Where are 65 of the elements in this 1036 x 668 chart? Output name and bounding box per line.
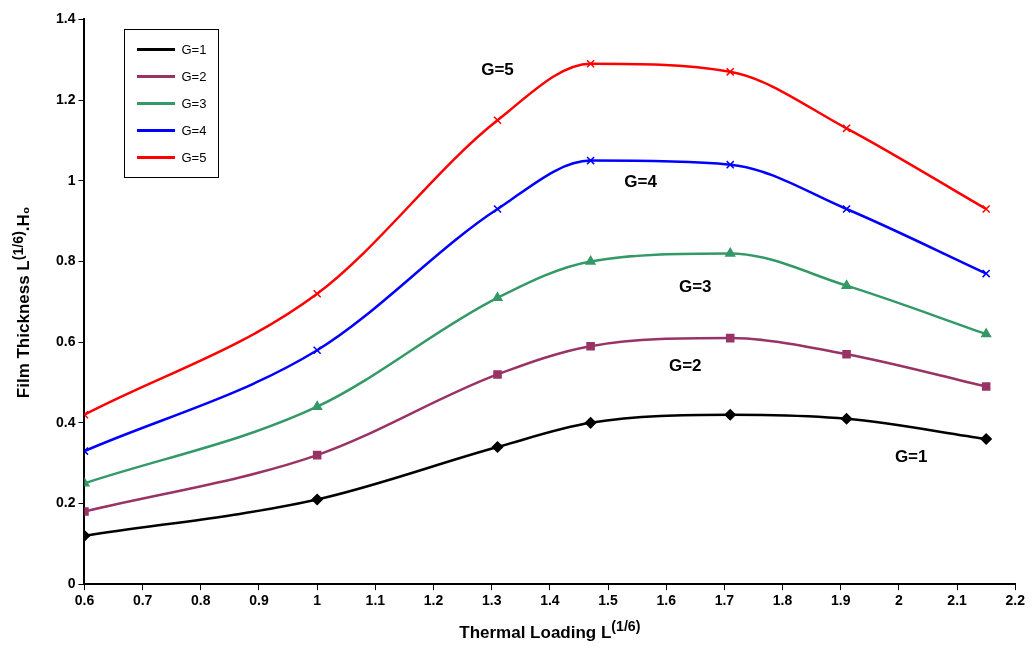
x-tick-label: 1.9: [831, 592, 851, 609]
point: [311, 493, 323, 506]
point: [312, 289, 322, 299]
x-tick-label: 1.6: [656, 592, 677, 609]
x-axis-title: Thermal Loading L$^{(1/6)}$: [458, 618, 642, 643]
point: [725, 160, 735, 169]
y-tick-label: 1.4: [55, 10, 76, 27]
legend-label: G=2: [181, 69, 207, 85]
point: [980, 433, 992, 445]
point: [981, 269, 991, 278]
point: [842, 124, 851, 133]
text: G=2: [668, 355, 702, 375]
y-tick-label: 0.6: [55, 333, 76, 349]
x-tick-label: 0.7: [132, 592, 153, 609]
point: [586, 156, 595, 165]
point: [312, 450, 322, 460]
y-tick-label: 0.4: [55, 413, 76, 430]
point: [586, 341, 595, 351]
point: [840, 413, 853, 425]
x-tick-label: 1.4: [540, 592, 560, 609]
text: G=5: [481, 59, 514, 79]
y-tick-label: 0: [67, 575, 76, 592]
text: G=3: [678, 277, 712, 297]
legend-label: G=5: [181, 150, 207, 166]
point: [981, 382, 991, 391]
point: [725, 247, 736, 257]
x-tick-label: 1.1: [365, 592, 386, 609]
point: [493, 204, 502, 214]
x-tick-label: 1.8: [772, 592, 793, 609]
point: [312, 400, 323, 410]
y-tick-label: 1: [67, 171, 76, 188]
x-tick-label: 1: [313, 592, 322, 609]
point: [586, 59, 595, 69]
point: [584, 417, 597, 429]
x-tick-label: 0.8: [191, 592, 211, 609]
point: [493, 115, 502, 125]
x-tick-label: 1.2: [423, 592, 444, 609]
point: [981, 328, 992, 338]
point: [585, 255, 596, 265]
legend-label: G=4: [181, 123, 207, 139]
y-tick-label: 0.8: [55, 252, 76, 269]
legend-label: G=1: [181, 42, 207, 58]
x-tick-label: 0.9: [249, 592, 269, 609]
point: [725, 67, 735, 77]
point: [491, 441, 504, 453]
x-tick-label: 2.1: [947, 592, 968, 609]
text: G=1: [894, 446, 928, 466]
point: [841, 279, 852, 289]
point: [981, 204, 991, 214]
x-tick-label: 1.5: [598, 592, 618, 609]
text: G=4: [624, 172, 657, 192]
point: [493, 370, 502, 379]
x-tick-label: 1.3: [481, 592, 502, 609]
legend-label: G=3: [181, 96, 207, 112]
y-tick-label: 0.2: [55, 494, 76, 511]
x-tick-label: 1.7: [714, 592, 735, 609]
x-tick-label: 2: [895, 592, 904, 609]
point: [724, 409, 736, 421]
y-tick-label: 1.2: [55, 90, 76, 107]
point: [492, 292, 503, 302]
x-tick-label: 2.2: [1005, 592, 1026, 609]
point: [312, 345, 322, 355]
point: [842, 349, 851, 359]
point: [725, 333, 735, 343]
point: [842, 204, 851, 214]
